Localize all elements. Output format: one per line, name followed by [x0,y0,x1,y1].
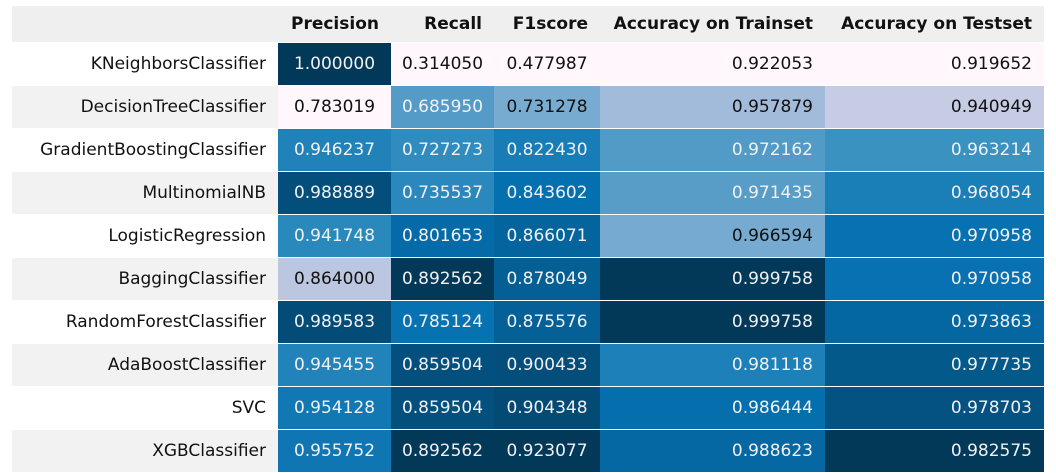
cell-accuracy-trainset: 0.922053 [600,43,825,86]
table-row: GradientBoostingClassifier 0.946237 0.7272… [12,129,1044,172]
cell-recall: 0.685950 [391,86,494,129]
cell-precision: 0.864000 [278,258,391,301]
row-label: BaggingClassifier [12,258,278,301]
cell-accuracy-trainset: 0.966594 [600,215,825,258]
cell-accuracy-trainset: 0.988623 [600,430,825,473]
cell-recall: 0.727273 [391,129,494,172]
cell-f1score: 0.900433 [494,344,600,387]
cell-accuracy-trainset: 0.972162 [600,129,825,172]
cell-precision: 0.783019 [278,86,391,129]
cell-accuracy-testset: 0.970958 [825,215,1044,258]
cell-accuracy-testset: 0.919652 [825,43,1044,86]
model-comparison-table: Precision Recall F1score Accuracy on Tra… [12,6,1044,473]
table-row: SVC 0.954128 0.859504 0.904348 0.986444 0.978… [12,387,1044,430]
row-label: AdaBoostClassifier [12,344,278,387]
cell-accuracy-trainset: 0.999758 [600,301,825,344]
cell-precision: 0.941748 [278,215,391,258]
row-label: XGBClassifier [12,430,278,473]
table-row: DecisionTreeClassifier 0.783019 0.685950 0.… [12,86,1044,129]
row-label: KNeighborsClassifier [12,43,278,86]
cell-f1score: 0.822430 [494,129,600,172]
column-header-accuracy-testset: Accuracy on Testset [825,6,1044,43]
table-row: KNeighborsClassifier 1.000000 0.314050 0.47… [12,43,1044,86]
cell-precision: 1.000000 [278,43,391,86]
cell-accuracy-trainset: 0.981118 [600,344,825,387]
row-label: MultinomialNB [12,172,278,215]
cell-precision: 0.946237 [278,129,391,172]
cell-recall: 0.892562 [391,258,494,301]
cell-precision: 0.988889 [278,172,391,215]
cell-recall: 0.785124 [391,301,494,344]
cell-accuracy-testset: 0.940949 [825,86,1044,129]
cell-recall: 0.859504 [391,387,494,430]
table-row: LogisticRegression 0.941748 0.801653 0.8660… [12,215,1044,258]
table-row: AdaBoostClassifier 0.945455 0.859504 0.9004… [12,344,1044,387]
cell-precision: 0.989583 [278,301,391,344]
cell-recall: 0.892562 [391,430,494,473]
table-body: KNeighborsClassifier 1.000000 0.314050 0.47… [12,43,1044,473]
cell-accuracy-testset: 0.970958 [825,258,1044,301]
cell-f1score: 0.875576 [494,301,600,344]
table-row: BaggingClassifier 0.864000 0.892562 0.87804… [12,258,1044,301]
cell-accuracy-testset: 0.978703 [825,387,1044,430]
cell-recall: 0.314050 [391,43,494,86]
cell-accuracy-testset: 0.963214 [825,129,1044,172]
column-header-recall: Recall [391,6,494,43]
cell-f1score: 0.477987 [494,43,600,86]
column-header-f1score: F1score [494,6,600,43]
column-header-precision: Precision [278,6,391,43]
table-row: RandomForestClassifier 0.989583 0.785124 0.… [12,301,1044,344]
header-blank-corner [12,6,278,43]
row-label: DecisionTreeClassifier [12,86,278,129]
cell-f1score: 0.866071 [494,215,600,258]
cell-recall: 0.801653 [391,215,494,258]
cell-f1score: 0.843602 [494,172,600,215]
table-header: Precision Recall F1score Accuracy on Tra… [12,6,1044,43]
cell-accuracy-trainset: 0.971435 [600,172,825,215]
cell-accuracy-testset: 0.982575 [825,430,1044,473]
cell-precision: 0.954128 [278,387,391,430]
row-label: SVC [12,387,278,430]
cell-precision: 0.955752 [278,430,391,473]
cell-f1score: 0.923077 [494,430,600,473]
cell-recall: 0.735537 [391,172,494,215]
cell-f1score: 0.904348 [494,387,600,430]
cell-precision: 0.945455 [278,344,391,387]
row-label: LogisticRegression [12,215,278,258]
cell-accuracy-trainset: 0.999758 [600,258,825,301]
row-label: RandomForestClassifier [12,301,278,344]
column-header-accuracy-trainset: Accuracy on Trainset [600,6,825,43]
cell-recall: 0.859504 [391,344,494,387]
cell-f1score: 0.731278 [494,86,600,129]
cell-accuracy-trainset: 0.986444 [600,387,825,430]
cell-accuracy-testset: 0.968054 [825,172,1044,215]
cell-f1score: 0.878049 [494,258,600,301]
cell-accuracy-trainset: 0.957879 [600,86,825,129]
table-row: MultinomialNB 0.988889 0.735537 0.843602 0.9… [12,172,1044,215]
cell-accuracy-testset: 0.977735 [825,344,1044,387]
row-label: GradientBoostingClassifier [12,129,278,172]
table-row: XGBClassifier 0.955752 0.892562 0.923077 0.9… [12,430,1044,473]
cell-accuracy-testset: 0.973863 [825,301,1044,344]
header-row: Precision Recall F1score Accuracy on Tra… [12,6,1044,43]
